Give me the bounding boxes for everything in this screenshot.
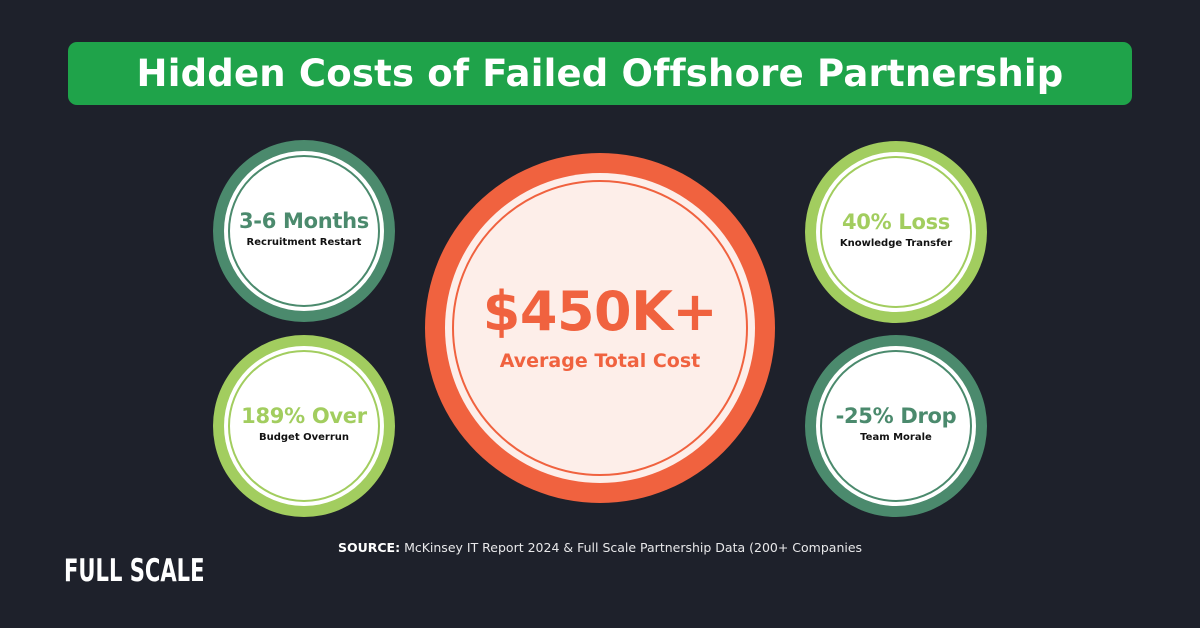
stat-circle-morale: -25% Drop Team Morale (805, 335, 987, 517)
brand-logo: FULL SCALE (64, 553, 205, 589)
inner-ring (820, 156, 972, 308)
stat-circle-recruitment: 3-6 Months Recruitment Restart (213, 140, 395, 322)
source-label: SOURCE: (337, 540, 401, 555)
stat-value: 40% Loss (842, 210, 950, 234)
stat-value: 189% Over (241, 404, 367, 428)
stat-circle-budget: 189% Over Budget Overrun (213, 335, 395, 517)
stat-label: Knowledge Transfer (839, 238, 953, 249)
stat-value: 3-6 Months (238, 209, 369, 233)
stat-label: Budget Overrun (258, 432, 349, 443)
stat-label: Team Morale (860, 432, 932, 443)
stat-label: Recruitment Restart (246, 237, 362, 248)
stat-circle-knowledge: 40% Loss Knowledge Transfer (805, 141, 987, 323)
inner-ring (820, 350, 972, 502)
inner-ring (452, 180, 748, 476)
main-stat-value: $450K+ (482, 280, 718, 343)
page-title: Hidden Costs of Failed Offshore Partners… (136, 52, 1064, 95)
main-stat-label: Average Total Cost (499, 350, 701, 372)
source-note: SOURCE: McKinsey IT Report 2024 & Full S… (0, 540, 1200, 555)
stat-value: -25% Drop (835, 404, 957, 428)
title-banner: Hidden Costs of Failed Offshore Partners… (68, 42, 1132, 105)
source-text: McKinsey IT Report 2024 & Full Scale Par… (404, 540, 863, 555)
inner-ring (228, 350, 380, 502)
main-stat-circle: $450K+ Average Total Cost (425, 153, 775, 503)
inner-ring (228, 155, 380, 307)
